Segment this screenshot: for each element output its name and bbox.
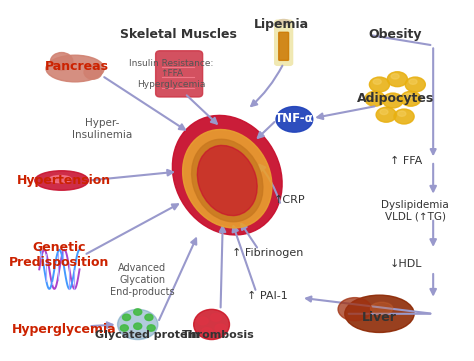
Text: ↓HDL: ↓HDL <box>390 259 422 269</box>
Text: Thrombosis: Thrombosis <box>182 330 255 340</box>
Ellipse shape <box>134 309 142 315</box>
Text: Dyslipidemia
VLDL (↑TG): Dyslipidemia VLDL (↑TG) <box>382 200 449 222</box>
Text: ↑ FFA: ↑ FFA <box>390 156 422 166</box>
Ellipse shape <box>182 130 272 228</box>
Text: Skeletal Muscles: Skeletal Muscles <box>119 28 237 41</box>
Ellipse shape <box>201 328 213 335</box>
Ellipse shape <box>365 91 385 106</box>
Text: Genetic
Predisposition: Genetic Predisposition <box>9 241 109 269</box>
Text: Obesity: Obesity <box>368 28 422 41</box>
Ellipse shape <box>373 79 381 84</box>
Ellipse shape <box>404 93 412 99</box>
Ellipse shape <box>371 302 393 315</box>
Ellipse shape <box>35 171 89 190</box>
Ellipse shape <box>387 72 408 87</box>
Ellipse shape <box>394 109 414 124</box>
Ellipse shape <box>147 325 155 331</box>
Ellipse shape <box>398 111 406 116</box>
Text: Hyperglycemia: Hyperglycemia <box>11 323 116 336</box>
Text: Adipocytes: Adipocytes <box>356 92 434 105</box>
Ellipse shape <box>338 297 372 321</box>
Text: Hypertension: Hypertension <box>17 174 111 187</box>
Text: Pancreas: Pancreas <box>46 60 109 73</box>
FancyBboxPatch shape <box>279 32 289 60</box>
Ellipse shape <box>84 65 102 79</box>
Text: TNF-α: TNF-α <box>275 112 314 125</box>
Text: Glycated protein: Glycated protein <box>95 330 199 340</box>
Ellipse shape <box>383 93 403 108</box>
Ellipse shape <box>197 317 208 325</box>
Ellipse shape <box>145 314 153 321</box>
Ellipse shape <box>50 53 73 70</box>
Ellipse shape <box>380 109 388 114</box>
Text: Hyper-
Insulinemia: Hyper- Insulinemia <box>72 118 132 140</box>
Ellipse shape <box>118 309 158 340</box>
Ellipse shape <box>173 116 282 235</box>
Ellipse shape <box>401 91 421 106</box>
Ellipse shape <box>194 309 229 340</box>
Text: ↑ PAI-1: ↑ PAI-1 <box>247 291 288 301</box>
Ellipse shape <box>191 139 263 222</box>
Ellipse shape <box>276 106 313 132</box>
Ellipse shape <box>49 175 72 183</box>
Text: ↑ Fibrinogen: ↑ Fibrinogen <box>232 248 303 258</box>
Ellipse shape <box>409 79 417 84</box>
Ellipse shape <box>405 77 425 92</box>
Ellipse shape <box>345 295 414 332</box>
Text: Liver: Liver <box>362 311 397 324</box>
Text: Lipemia: Lipemia <box>254 18 309 31</box>
Ellipse shape <box>197 145 257 216</box>
FancyBboxPatch shape <box>275 20 292 65</box>
Ellipse shape <box>369 93 377 99</box>
Ellipse shape <box>376 107 396 122</box>
Ellipse shape <box>369 77 390 92</box>
Ellipse shape <box>387 95 395 100</box>
Ellipse shape <box>277 19 290 25</box>
Ellipse shape <box>122 314 130 321</box>
Ellipse shape <box>215 324 226 332</box>
Ellipse shape <box>391 74 399 79</box>
Text: ↑CRP: ↑CRP <box>274 195 306 205</box>
Text: Advanced
Glycation
End-products: Advanced Glycation End-products <box>110 264 174 297</box>
Ellipse shape <box>134 323 142 330</box>
Ellipse shape <box>120 325 128 331</box>
Ellipse shape <box>210 313 222 321</box>
Text: Insulin Resistance:
↑FFA
Hyperglycemia: Insulin Resistance: ↑FFA Hyperglycemia <box>129 59 213 89</box>
FancyBboxPatch shape <box>155 51 203 97</box>
Ellipse shape <box>46 55 104 82</box>
